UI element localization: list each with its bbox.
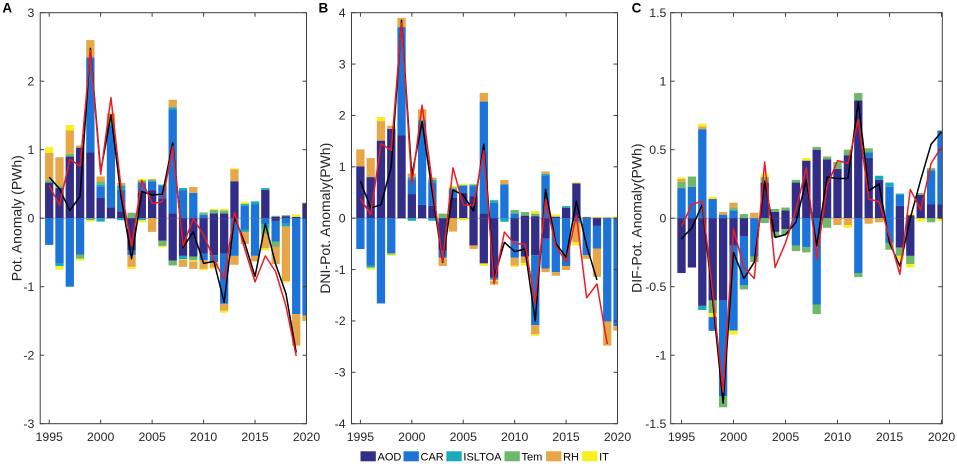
svg-text:2020: 2020 <box>928 430 956 444</box>
svg-text:DNI-Pot. Anomaly(PWh): DNI-Pot. Anomaly(PWh) <box>317 143 333 294</box>
svg-text:1995: 1995 <box>347 430 375 444</box>
svg-text:2000: 2000 <box>398 430 426 444</box>
svg-text:IT: IT <box>599 452 609 464</box>
svg-text:2: 2 <box>339 109 346 123</box>
svg-text:1: 1 <box>339 160 346 174</box>
svg-text:2005: 2005 <box>138 430 166 444</box>
svg-text:-0.5: -0.5 <box>645 280 666 294</box>
svg-text:-1: -1 <box>335 263 346 277</box>
svg-text:2: 2 <box>27 74 34 88</box>
svg-text:ISLTOA: ISLTOA <box>463 452 502 464</box>
svg-text:4: 4 <box>339 6 346 20</box>
svg-text:3: 3 <box>339 57 346 71</box>
svg-text:AOD: AOD <box>378 452 402 464</box>
svg-text:RH: RH <box>563 452 579 464</box>
svg-text:2020: 2020 <box>293 430 321 444</box>
svg-text:2015: 2015 <box>552 430 580 444</box>
svg-text:DIF-Pot. Anomaly(PWh): DIF-Pot. Anomaly(PWh) <box>629 144 645 293</box>
svg-text:0: 0 <box>660 211 667 225</box>
svg-text:-1: -1 <box>655 348 666 362</box>
svg-text:-4: -4 <box>335 417 346 431</box>
svg-text:-1.5: -1.5 <box>645 417 666 431</box>
svg-text:-2: -2 <box>335 314 346 328</box>
svg-text:1995: 1995 <box>36 430 64 444</box>
svg-text:-1: -1 <box>23 280 34 294</box>
svg-text:Pot. Anomaly (PWh): Pot. Anomaly (PWh) <box>8 155 24 281</box>
svg-text:B: B <box>319 0 329 15</box>
svg-text:2000: 2000 <box>87 430 115 444</box>
svg-text:2005: 2005 <box>450 430 478 444</box>
svg-text:0.5: 0.5 <box>649 143 666 157</box>
svg-text:2020: 2020 <box>604 430 632 444</box>
svg-text:2015: 2015 <box>241 430 269 444</box>
svg-text:1995: 1995 <box>668 430 696 444</box>
svg-text:1: 1 <box>27 143 34 157</box>
svg-text:2000: 2000 <box>720 430 748 444</box>
svg-text:-2: -2 <box>23 348 34 362</box>
svg-text:2010: 2010 <box>501 430 529 444</box>
svg-text:2010: 2010 <box>190 430 218 444</box>
svg-text:0: 0 <box>339 211 346 225</box>
svg-text:1.5: 1.5 <box>649 6 666 20</box>
svg-text:-3: -3 <box>335 366 346 380</box>
svg-text:2015: 2015 <box>876 430 904 444</box>
svg-text:CAR: CAR <box>421 452 444 464</box>
svg-text:2010: 2010 <box>824 430 852 444</box>
svg-text:0: 0 <box>27 211 34 225</box>
svg-text:A: A <box>2 0 12 15</box>
svg-text:-3: -3 <box>23 417 34 431</box>
svg-text:2005: 2005 <box>772 430 800 444</box>
svg-text:3: 3 <box>27 6 34 20</box>
svg-text:1: 1 <box>660 74 667 88</box>
svg-text:C: C <box>632 0 642 15</box>
svg-text:Tem: Tem <box>522 452 543 464</box>
